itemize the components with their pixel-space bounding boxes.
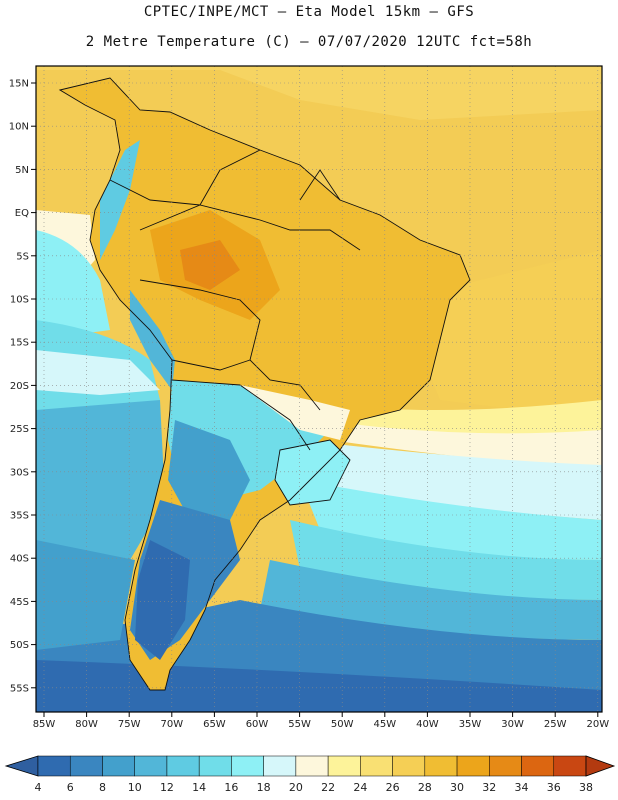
colorbar-tick-label: 34 <box>515 781 529 794</box>
lon-tick-label: 25W <box>544 719 567 730</box>
ocean-pacific-pale <box>36 350 160 395</box>
colorbar-segment <box>198 755 232 777</box>
colorbar-tick-label: 16 <box>224 781 238 794</box>
colorbar-segment <box>392 755 426 777</box>
colorbar-tick-label: 36 <box>547 781 561 794</box>
colorbar-tick-label: 14 <box>192 781 206 794</box>
colorbar-tick-label: 28 <box>418 781 432 794</box>
colorbar-tick-label: 12 <box>160 781 174 794</box>
andes-central <box>130 290 175 390</box>
colorbar-segment <box>295 755 329 777</box>
lat-tick-label: 15N <box>9 79 29 90</box>
colorbar-segment <box>231 755 264 777</box>
colorbar-tick-label: 4 <box>35 781 42 794</box>
lon-tick-label: 35W <box>459 719 482 730</box>
colorbar-segment <box>553 755 587 777</box>
lat-tick-label: 35S <box>10 511 29 522</box>
colorbar-segment <box>37 755 71 777</box>
lat-tick-label: 10N <box>9 122 29 133</box>
colorbar-segment <box>134 755 168 777</box>
map-title-line1: CPTEC/INPE/MCT – Eta Model 15km – GFS <box>143 4 475 20</box>
lon-tick-label: 30W <box>501 719 524 730</box>
ocean-north-band <box>36 66 602 120</box>
colorbar-tick-label: 22 <box>321 781 335 794</box>
paraguay-mild <box>240 385 350 440</box>
andes-south <box>168 420 250 520</box>
colorbar-tick-label: 30 <box>450 781 464 794</box>
colorbar-segment <box>521 755 555 777</box>
lon-tick-label: 85W <box>33 719 56 730</box>
colorbar-tick-label: 38 <box>579 781 593 794</box>
lat-tick-label: 25S <box>10 424 29 435</box>
colorbar-segment <box>69 755 103 777</box>
latitude-axis: 15N 10N 5N EQ 5S 10S 15S 20S 25S 30S 35S 40S 45S 50S 5… <box>9 79 36 694</box>
ocean-mild-band <box>320 420 602 470</box>
lon-tick-label: 45W <box>373 719 396 730</box>
colorbar-under-arrow <box>4 755 39 777</box>
lon-tick-label: 60W <box>246 719 269 730</box>
colorbar-segment <box>263 755 297 777</box>
lon-tick-label: 75W <box>118 719 141 730</box>
lat-tick-label: 40S <box>10 554 29 565</box>
colorbar-segment <box>456 755 490 777</box>
lon-tick-label: 20W <box>586 719 609 730</box>
patagonia-coldest <box>135 540 190 660</box>
lat-tick-label: 55S <box>10 683 29 694</box>
map-frame <box>35 65 603 713</box>
lon-tick-label: 40W <box>416 719 439 730</box>
colorbar-tick-label: 24 <box>353 781 367 794</box>
colorbar-segment <box>489 755 522 777</box>
lat-tick-label: EQ <box>15 208 29 219</box>
ocean-pacific-colder <box>36 540 135 650</box>
colorbar-tick-label: 26 <box>386 781 400 794</box>
colorbar: 4 6 8 10 12 14 16 18 20 22 24 26 28 30 32 34 36 38 <box>4 755 616 794</box>
lon-tick-label: 50W <box>331 719 354 730</box>
colorbar-tick-label: 6 <box>67 781 74 794</box>
amazon-hotspot <box>180 240 240 290</box>
colorbar-segment <box>102 755 135 777</box>
lon-tick-label: 55W <box>288 719 311 730</box>
colorbar-tick-label: 10 <box>128 781 142 794</box>
andes-north <box>100 140 140 260</box>
colorbar-segment <box>166 755 200 777</box>
colorbar-tick-label: 20 <box>289 781 303 794</box>
lat-tick-label: 15S <box>10 338 29 349</box>
colorbar-segment <box>424 755 458 777</box>
ocean-pacific-cyan <box>36 230 110 340</box>
colorbar-tick-label: 8 <box>99 781 106 794</box>
colorbar-tick-label: 18 <box>257 781 271 794</box>
uruguay-cool <box>275 440 350 505</box>
colorbar-segment <box>360 755 393 777</box>
temperature-field <box>36 66 602 712</box>
colorbar-tick-label: 32 <box>482 781 496 794</box>
ocean-pacific-cold <box>36 400 165 560</box>
lat-tick-label: 50S <box>10 640 29 651</box>
lat-tick-label: 5S <box>16 251 29 262</box>
longitude-axis: 85W 80W 75W 70W 65W 60W 55W 50W 45W 40W 35W 30W 25W 2… <box>33 712 609 730</box>
lat-tick-label: 45S <box>10 597 29 608</box>
lat-tick-label: 10S <box>10 295 29 306</box>
colorbar-segment <box>327 755 361 777</box>
lat-tick-label: 5N <box>15 165 29 176</box>
lat-tick-label: 30S <box>10 467 29 478</box>
lon-tick-label: 80W <box>75 719 98 730</box>
lon-tick-label: 65W <box>203 719 226 730</box>
ocean-pale-cyan <box>300 440 602 520</box>
colorbar-over-arrow <box>585 755 616 777</box>
ocean-coldest <box>36 660 602 712</box>
lat-tick-label: 20S <box>10 381 29 392</box>
map-title-line2: 2 Metre Temperature (C) – 07/07/2020 12U… <box>85 34 533 50</box>
country-borders <box>58 77 471 691</box>
lon-tick-label: 70W <box>160 719 183 730</box>
